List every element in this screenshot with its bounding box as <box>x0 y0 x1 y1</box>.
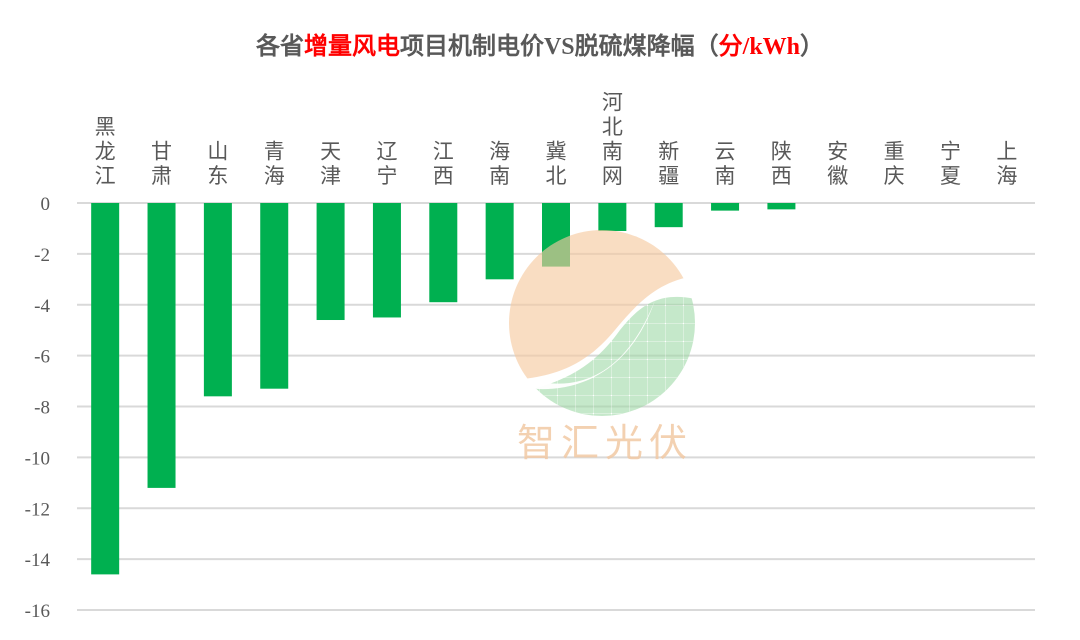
bar <box>485 203 514 280</box>
y-tick-label: -6 <box>34 347 50 368</box>
y-tick-label: -8 <box>34 398 50 419</box>
y-tick-label: -4 <box>34 296 50 317</box>
bar <box>372 203 401 318</box>
x-category-label: 冀北 <box>546 140 567 189</box>
bar <box>91 203 120 575</box>
title-text: 脱硫煤降幅 <box>574 32 695 60</box>
title-unit: /kWh <box>742 34 801 60</box>
x-category-label: 河北南网 <box>602 91 623 189</box>
title-text: 各省 <box>255 32 304 60</box>
y-axis-ticks: 0 -2 -4 -6 -8 -10 -12 -14 -16 <box>25 194 51 622</box>
bar <box>316 203 345 321</box>
x-category-label: 辽宁 <box>376 140 397 189</box>
x-category-label: 重庆 <box>884 140 905 189</box>
chart-title: 各省增量风电项目机制电价VS脱硫煤降幅（分/kWh） <box>0 26 1080 61</box>
x-category-label: 上海 <box>996 140 1017 189</box>
title-highlight-wind: 增量风电 <box>303 32 400 60</box>
x-category-label: 青海 <box>264 140 285 189</box>
title-paren: （ <box>694 32 719 60</box>
y-tick-label: -10 <box>25 448 50 469</box>
y-tick-label: -14 <box>25 550 51 571</box>
title-highlight-unit: 分 <box>718 32 743 60</box>
x-category-label: 云南 <box>715 140 736 189</box>
watermark-logo-icon: 智汇光伏 <box>509 230 695 465</box>
watermark-text: 智汇光伏 <box>517 421 693 465</box>
x-category-label: 陕西 <box>771 140 792 189</box>
bar <box>260 203 289 389</box>
x-category-label: 安徽 <box>827 140 848 189</box>
title-vs: VS <box>543 34 575 60</box>
title-text: 项目机制电价 <box>399 32 544 60</box>
x-category-label: 山东 <box>207 140 228 189</box>
bar <box>654 203 683 228</box>
x-category-label: 天津 <box>320 140 341 189</box>
y-tick-label: -16 <box>25 601 50 622</box>
bar <box>767 203 796 210</box>
bar <box>429 203 458 303</box>
title-paren: ） <box>800 32 825 60</box>
x-category-label: 宁夏 <box>940 140 961 189</box>
x-category-label: 海南 <box>489 140 510 189</box>
y-tick-label: -2 <box>34 245 50 266</box>
bars <box>91 203 796 575</box>
bar <box>203 203 232 397</box>
y-tick-label: 0 <box>41 194 51 215</box>
bar <box>147 203 176 488</box>
x-category-label: 新疆 <box>658 140 679 189</box>
bar <box>598 203 627 231</box>
y-tick-label: -12 <box>25 499 50 520</box>
x-category-label: 黑龙江 <box>95 115 116 188</box>
bar <box>711 203 740 211</box>
x-category-label: 甘肃 <box>151 140 172 189</box>
x-category-label: 江西 <box>433 140 454 189</box>
